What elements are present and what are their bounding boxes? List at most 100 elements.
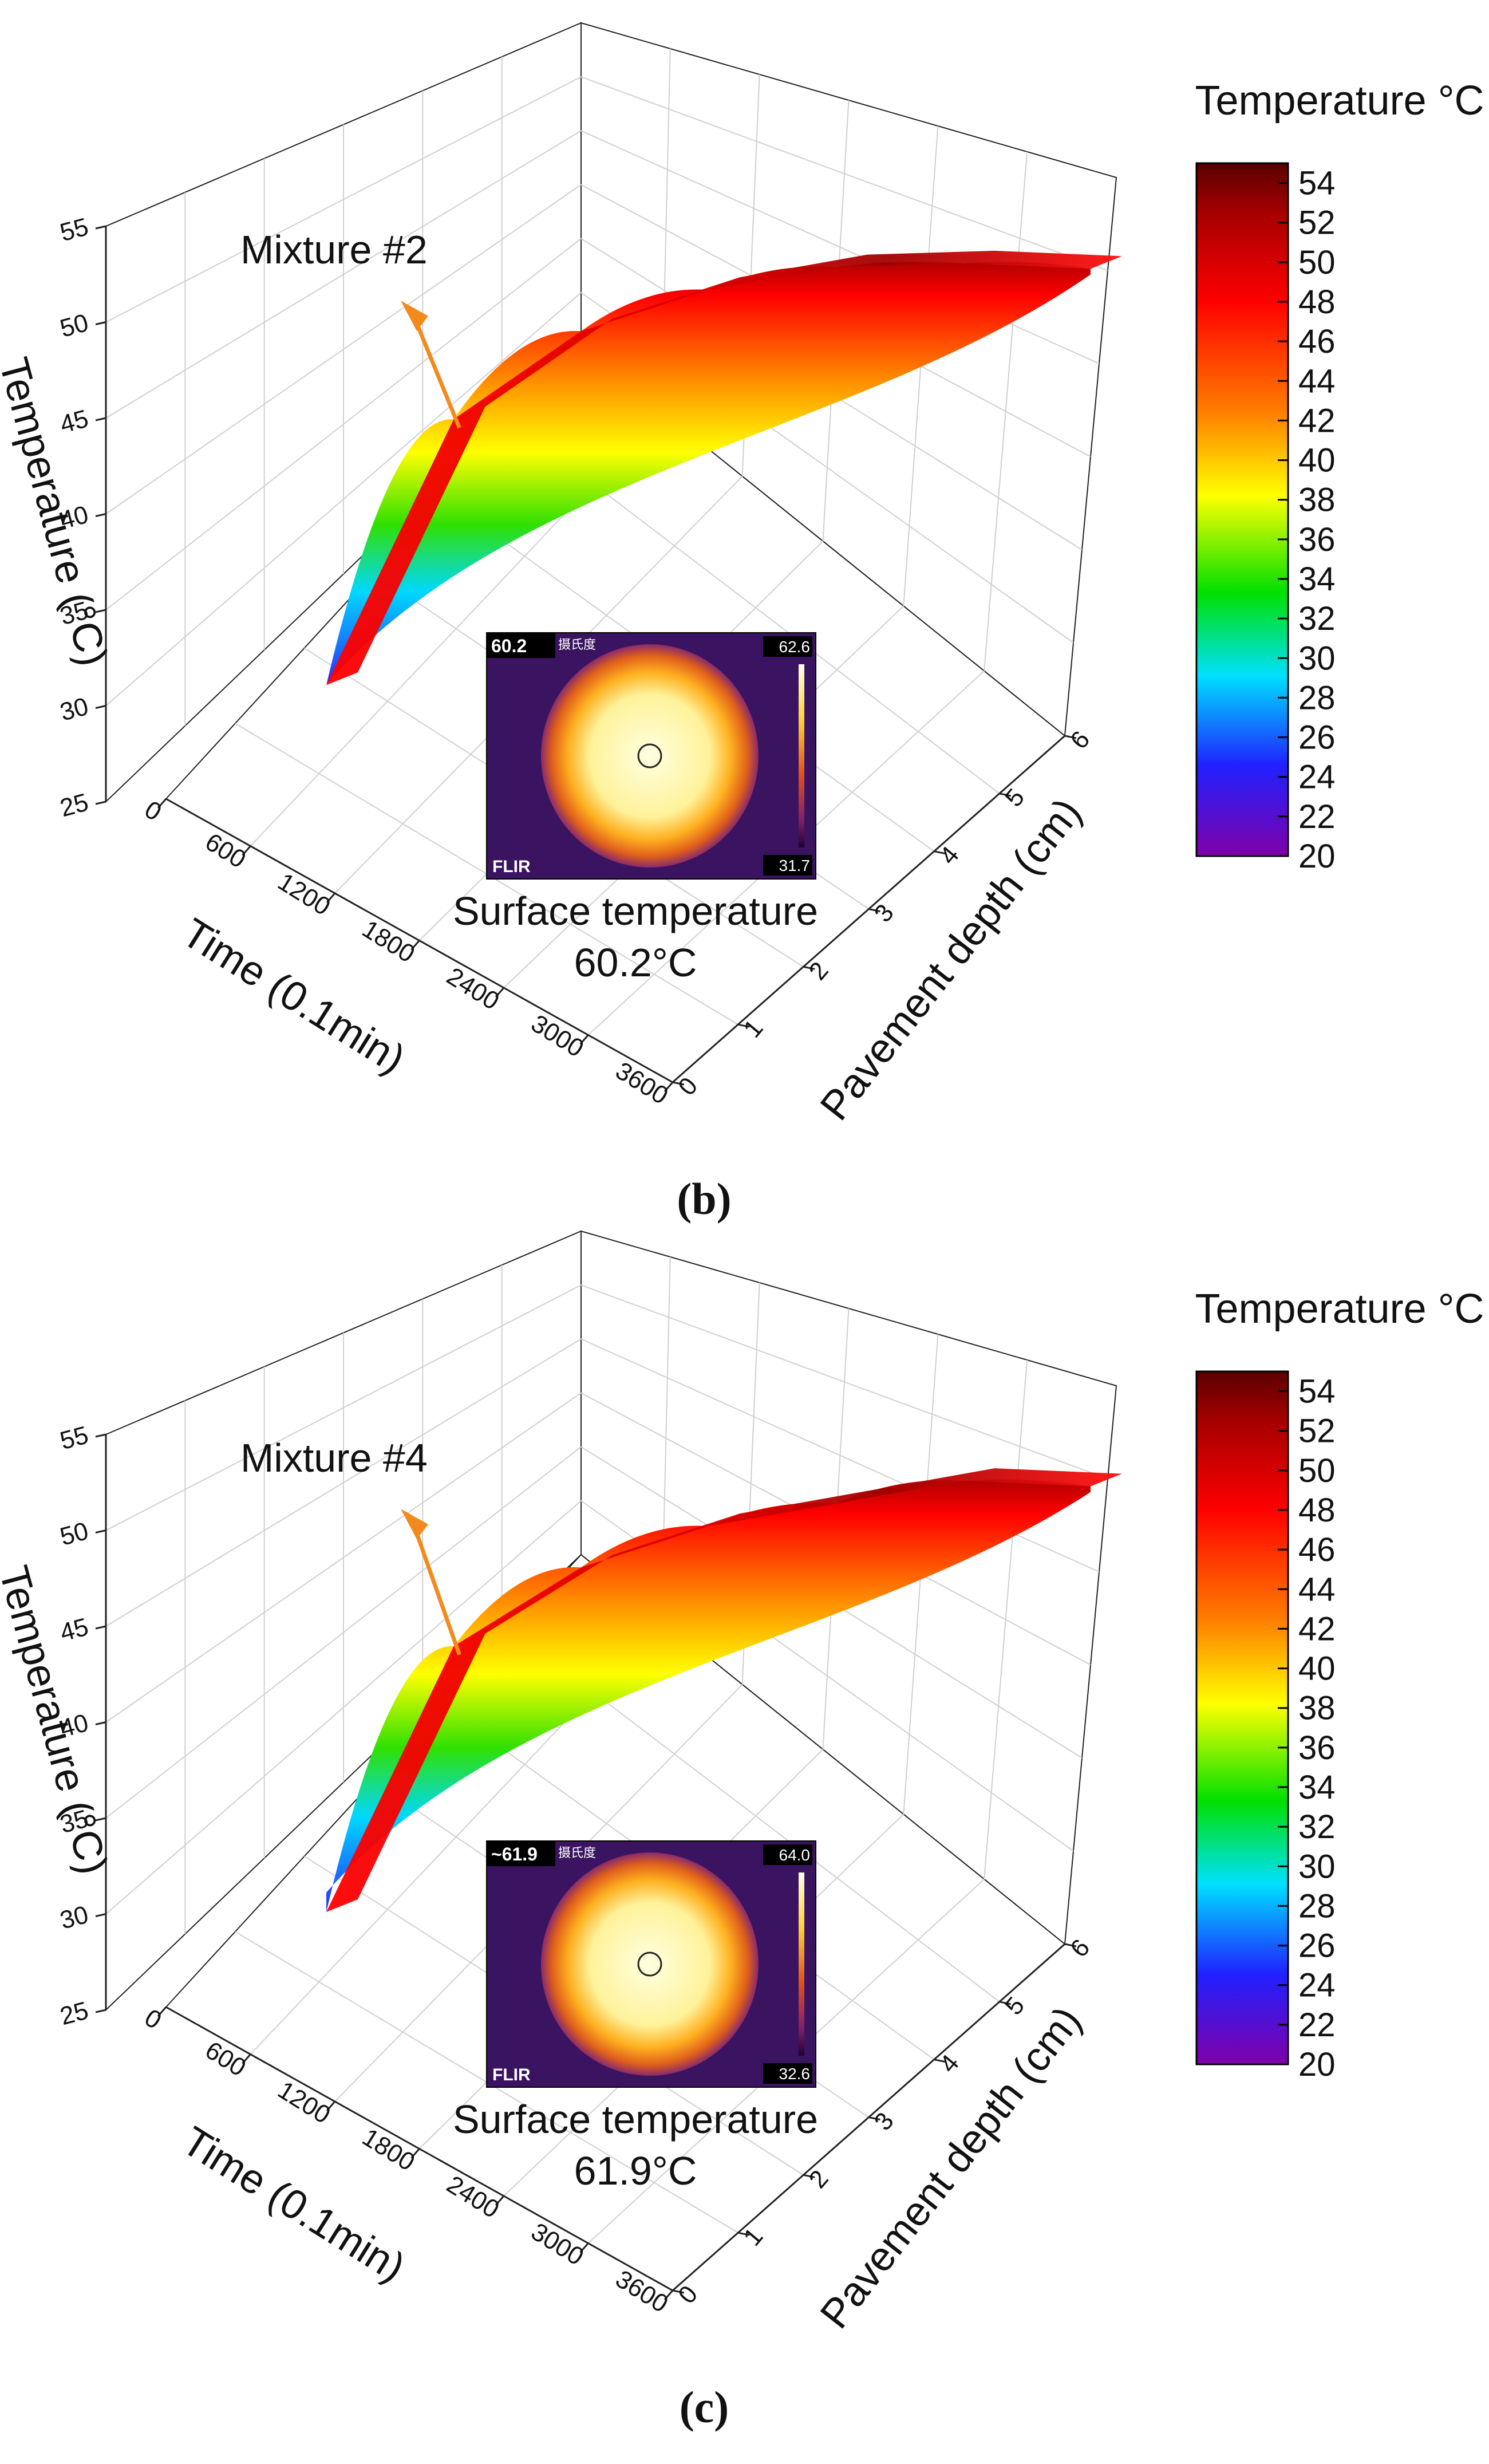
z-tick-label: 55 (57, 1421, 92, 1455)
colorbar-tick-label: 48 (1298, 283, 1336, 321)
x-tick-mark (663, 2290, 674, 2300)
y-tick-mark (1064, 735, 1077, 739)
x-tick-label: 0 (140, 2004, 167, 2035)
x-tick-mark (157, 2006, 167, 2017)
colorbar-tick-label: 52 (1298, 1413, 1336, 1450)
z-tick-mark (95, 1625, 106, 1630)
colorbar-tick-label: 26 (1298, 1927, 1336, 1965)
colorbar-tick-label: 26 (1298, 719, 1336, 756)
inset-reading-bg (487, 633, 555, 658)
colorbar-tick-label: 38 (1298, 1690, 1336, 1727)
inset-reading-bg (487, 1841, 555, 1866)
colorbar-tick-label: 20 (1298, 2046, 1336, 2083)
y-tick-mark (672, 1081, 685, 1086)
z-axis-title: Temperature (°C) (0, 1561, 116, 1879)
x-tick-mark (495, 987, 505, 998)
colorbar-tick-label: 42 (1298, 1610, 1336, 1647)
z-tick-label: 30 (57, 692, 92, 727)
y-tick-mark (934, 2059, 946, 2063)
colorbar-tick-label: 36 (1298, 1729, 1336, 1767)
thermal-image-inset: ~61.9 摄氏度 64.0 32.6 FLIR (486, 1840, 816, 2088)
z-tick-mark (95, 321, 106, 325)
z-tick-mark (95, 1529, 106, 1533)
x-tick-mark (410, 2148, 420, 2159)
z-tick-mark (95, 513, 106, 517)
inset-scale-bar (799, 1872, 804, 2056)
inset-min-bg (763, 2063, 812, 2084)
y-tick-mark (803, 965, 815, 970)
y-tick-mark (868, 908, 880, 912)
x-tick-mark (242, 845, 251, 856)
colorbar-tick-label: 46 (1298, 323, 1336, 360)
surface-temp-value: 60.2°C (574, 940, 697, 985)
colorbar-tick-label: 48 (1298, 1492, 1336, 1529)
grid-line (984, 1359, 1028, 1879)
colorbar-tick-label: 32 (1298, 600, 1336, 637)
colorbar-tick-label: 34 (1298, 1769, 1336, 1806)
colorbar-tick-label: 42 (1298, 402, 1336, 439)
inset-unit: 摄氏度 (558, 638, 596, 652)
y-tick-label: 6 (1065, 726, 1095, 754)
y-tick-mark (934, 850, 946, 855)
colorbar-tick-label: 40 (1298, 1650, 1336, 1688)
colorbar-tick-label: 44 (1298, 362, 1336, 400)
inset-scale-min: 32.6 (779, 2065, 811, 2083)
inset-scale-min: 31.7 (779, 857, 811, 874)
annotation-arrow (410, 1519, 461, 1655)
x-tick-mark (495, 2195, 505, 2206)
grid-line (984, 151, 1028, 671)
z-axis-title: Temperature (°C) (0, 353, 116, 671)
x-tick-mark (410, 940, 420, 951)
crosshair-icon (637, 743, 662, 768)
temperature-surface (326, 262, 1091, 685)
z-tick-label: 25 (57, 1996, 92, 2031)
y-tick-mark (1064, 1943, 1077, 1947)
colorbar-tick-label: 36 (1298, 521, 1336, 558)
annotation-arrow (410, 311, 461, 429)
y-tick-mark (737, 1023, 750, 1028)
z-tick-mark (95, 2009, 106, 2013)
colorbar-tick-label: 28 (1298, 679, 1336, 716)
x-tick-mark (663, 1082, 674, 1092)
colorbar (1195, 1370, 1289, 2065)
colorbar-tick-label: 40 (1298, 442, 1336, 479)
x-tick-mark (326, 2101, 336, 2111)
inset-min-bg (763, 855, 812, 876)
colorbar-tick-label: 54 (1298, 165, 1336, 202)
z-tick-mark (95, 1817, 106, 1822)
thermal-image-inset: 60.2 摄氏度 62.6 31.7 FLIR (486, 632, 816, 880)
x-tick-label: 0 (140, 795, 167, 827)
y-tick-mark (803, 2174, 815, 2178)
inset-scale-bar (799, 664, 804, 847)
z-tick-label: 45 (57, 1613, 92, 1647)
x-tick-mark (242, 2053, 251, 2064)
colorbar-tick-label: 20 (1298, 838, 1336, 875)
surface-temp-label: Surface temperature (453, 889, 818, 933)
panel-label: (c) (680, 2382, 729, 2432)
z-tick-label: 30 (57, 1901, 92, 1935)
y-tick-mark (672, 2289, 685, 2294)
inset-unit: 摄氏度 (558, 1846, 596, 1860)
y-tick-mark (737, 2232, 750, 2236)
hot-spot (541, 1852, 759, 2076)
z-tick-mark (95, 417, 106, 421)
colorbar-tick-label: 24 (1298, 1967, 1336, 2004)
z-tick-label: 50 (57, 309, 92, 343)
y-tick-mark (999, 2001, 1012, 2005)
colorbar-tick-label: 54 (1298, 1373, 1336, 1410)
x-tick-mark (157, 798, 167, 809)
z-tick-mark (95, 609, 106, 613)
colorbar (1195, 162, 1289, 857)
y-tick-mark (999, 793, 1012, 797)
colorbar-tick-label: 22 (1298, 798, 1336, 835)
mixture-label: Mixture #2 (240, 227, 428, 272)
crosshair-icon (637, 1952, 662, 1977)
z-tick-mark (95, 1721, 106, 1725)
x-tick-mark (579, 1034, 589, 1045)
colorbar-tick-label: 30 (1298, 640, 1336, 677)
colorbar-tick-label: 32 (1298, 1808, 1336, 1846)
z-tick-mark (95, 1913, 106, 1917)
z-tick-label: 55 (57, 212, 92, 247)
